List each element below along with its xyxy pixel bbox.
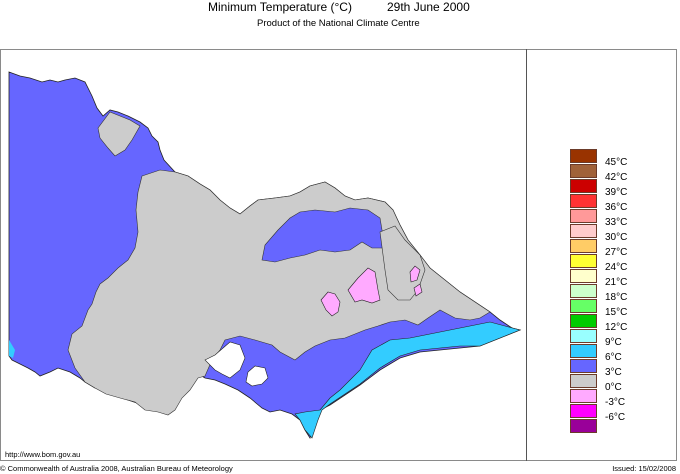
legend-swatch-18: [570, 284, 597, 298]
region-6c-west: [9, 340, 15, 358]
legend-label: 18°C: [605, 292, 628, 303]
legend-swatch-6: [570, 344, 597, 358]
legend-swatch-3: [570, 359, 597, 373]
map-title: Minimum Temperature (°C): [208, 0, 352, 14]
chart-title: Minimum Temperature (°C) 29th June 2000: [0, 0, 680, 16]
port-phillip-bay: [204, 341, 246, 379]
region-neg3c-c: [409, 265, 421, 283]
legend-label: 3°C: [605, 367, 622, 378]
legend-label: 39°C: [605, 187, 628, 198]
legend-divider: [526, 49, 527, 461]
region-0c-nw: [97, 111, 141, 157]
legend-label: 33°C: [605, 217, 628, 228]
legend-label: 0°C: [605, 382, 622, 393]
copyright-notice: © Commonwealth of Australia 2008, Austra…: [0, 464, 233, 473]
legend-swatch-neg9: [570, 419, 597, 433]
legend-label: 21°C: [605, 277, 628, 288]
map-subtitle: Product of the National Climate Centre: [257, 18, 420, 29]
legend-swatch-30: [570, 224, 597, 238]
legend-swatch-15: [570, 299, 597, 313]
legend-swatch-neg3: [570, 389, 597, 403]
legend-label: -6°C: [605, 412, 626, 423]
legend-swatch-9: [570, 329, 597, 343]
legend-swatch-neg6: [570, 404, 597, 418]
region-neg3c-d: [413, 283, 423, 297]
legend-label: 36°C: [605, 202, 628, 213]
western-port-bay: [245, 365, 269, 387]
issued-date: Issued: 15/02/2008: [612, 464, 676, 473]
legend-swatch-21: [570, 269, 597, 283]
legend-label: -3°C: [605, 397, 626, 408]
legend-swatch-33: [570, 209, 597, 223]
legend-label: 45°C: [605, 157, 628, 168]
victoria-temperature-map: [8, 71, 522, 439]
legend-label: 9°C: [605, 337, 622, 348]
region-3c-north: [261, 207, 386, 263]
legend-label: 30°C: [605, 232, 628, 243]
legend-swatch-45: [570, 149, 597, 163]
legend-label: 12°C: [605, 322, 628, 333]
legend-label: 42°C: [605, 172, 628, 183]
region-6c: [294, 321, 521, 439]
legend-swatch-24: [570, 254, 597, 268]
region-neg3c-b: [320, 291, 341, 317]
legend-swatch-12: [570, 314, 597, 328]
legend-label: 15°C: [605, 307, 628, 318]
legend-swatch-36: [570, 194, 597, 208]
region-neg3c-a: [347, 267, 381, 304]
legend-swatch-39: [570, 179, 597, 193]
legend-swatch-42: [570, 164, 597, 178]
map-frame: [0, 49, 677, 461]
legend-label: 24°C: [605, 262, 628, 273]
source-url[interactable]: http://www.bom.gov.au: [5, 450, 81, 459]
map-date: 29th June 2000: [387, 0, 470, 14]
legend-label: 27°C: [605, 247, 628, 258]
legend-swatch-27: [570, 239, 597, 253]
legend-label: 6°C: [605, 352, 622, 363]
legend-swatch-0: [570, 374, 597, 388]
